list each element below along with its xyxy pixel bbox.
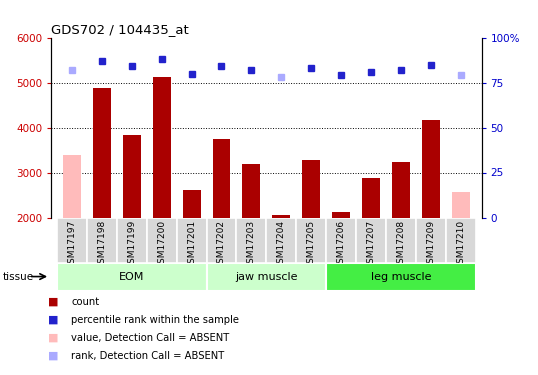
- Bar: [63, 155, 81, 218]
- Bar: [445, 217, 476, 262]
- Bar: [207, 217, 236, 262]
- Bar: [93, 88, 111, 218]
- Text: GSM17202: GSM17202: [217, 220, 226, 269]
- Text: GSM17209: GSM17209: [426, 220, 435, 269]
- Bar: [57, 217, 87, 262]
- Bar: [123, 135, 141, 218]
- Bar: [362, 178, 380, 218]
- Text: GSM17208: GSM17208: [397, 220, 405, 269]
- Bar: [356, 217, 386, 262]
- Bar: [386, 217, 416, 262]
- Text: GSM17200: GSM17200: [157, 220, 166, 269]
- Text: ■: ■: [48, 315, 59, 325]
- Text: GSM17210: GSM17210: [456, 220, 465, 269]
- Text: GSM17207: GSM17207: [366, 220, 376, 269]
- Bar: [57, 262, 207, 291]
- Text: ■: ■: [48, 297, 59, 307]
- Bar: [243, 164, 260, 218]
- Bar: [87, 217, 117, 262]
- Text: ■: ■: [48, 351, 59, 361]
- Bar: [302, 160, 320, 218]
- Bar: [266, 217, 296, 262]
- Bar: [207, 262, 326, 291]
- Bar: [176, 217, 207, 262]
- Bar: [332, 212, 350, 217]
- Text: ■: ■: [48, 333, 59, 343]
- Text: GSM17197: GSM17197: [68, 220, 76, 269]
- Text: jaw muscle: jaw muscle: [235, 272, 298, 282]
- Bar: [451, 192, 470, 217]
- Bar: [153, 77, 171, 218]
- Bar: [147, 217, 176, 262]
- Bar: [182, 190, 201, 217]
- Text: value, Detection Call = ABSENT: value, Detection Call = ABSENT: [71, 333, 229, 343]
- Text: GSM17198: GSM17198: [97, 220, 107, 269]
- Bar: [416, 217, 445, 262]
- Text: percentile rank within the sample: percentile rank within the sample: [71, 315, 239, 325]
- Text: EOM: EOM: [119, 272, 145, 282]
- Text: GSM17203: GSM17203: [247, 220, 256, 269]
- Bar: [213, 139, 230, 218]
- Bar: [392, 162, 410, 218]
- Text: GDS702 / 104435_at: GDS702 / 104435_at: [51, 23, 189, 36]
- Text: GSM17206: GSM17206: [337, 220, 345, 269]
- Bar: [236, 217, 266, 262]
- Text: rank, Detection Call = ABSENT: rank, Detection Call = ABSENT: [71, 351, 224, 361]
- Text: GSM17199: GSM17199: [128, 220, 136, 269]
- Bar: [117, 217, 147, 262]
- Text: GSM17205: GSM17205: [307, 220, 316, 269]
- Text: GSM17201: GSM17201: [187, 220, 196, 269]
- Text: leg muscle: leg muscle: [371, 272, 431, 282]
- Text: count: count: [71, 297, 99, 307]
- Bar: [326, 217, 356, 262]
- Bar: [422, 120, 440, 218]
- Text: GSM17204: GSM17204: [277, 220, 286, 269]
- Text: tissue: tissue: [3, 272, 34, 282]
- Bar: [296, 217, 326, 262]
- Bar: [326, 262, 476, 291]
- Bar: [272, 215, 290, 217]
